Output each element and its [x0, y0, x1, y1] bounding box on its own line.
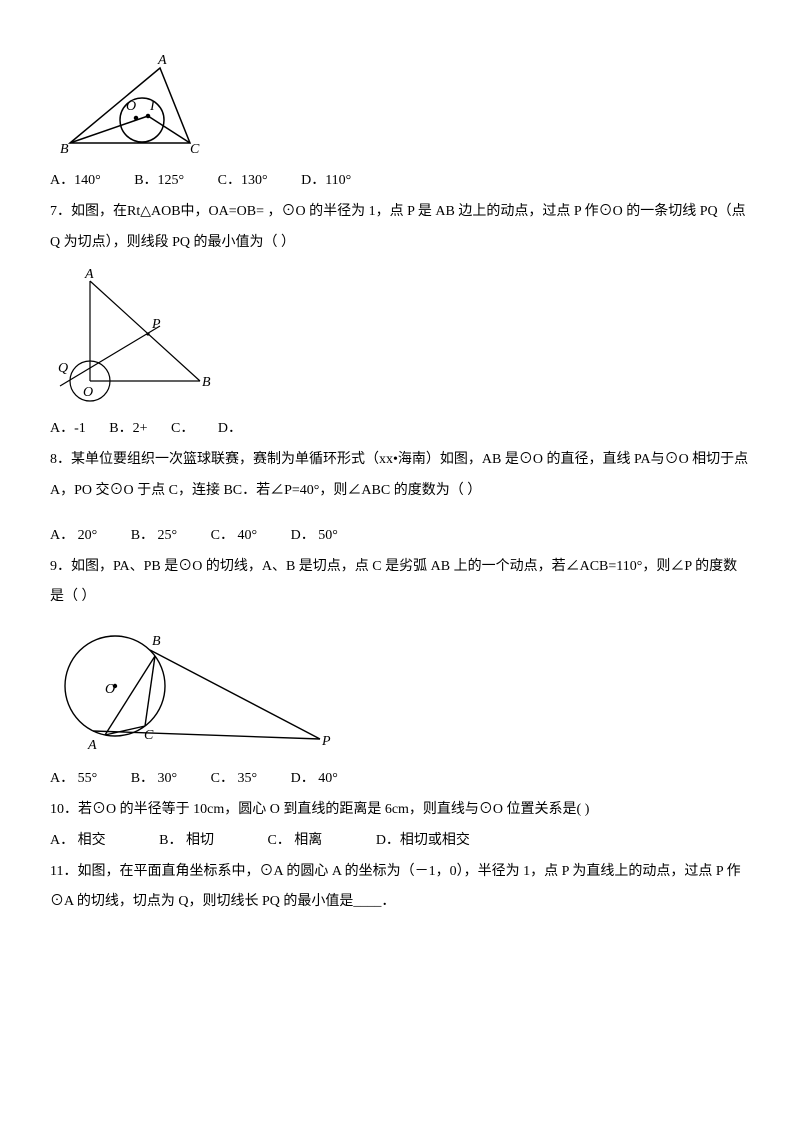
q7-option-A: A．-1: [50, 414, 86, 445]
q10-option-A: A． 相交: [50, 826, 106, 857]
label-C: C: [190, 142, 200, 157]
q10-text: 10．若⊙O 的半径等于 10cm，圆心 O 到直线的距离是 6cm，则直线与⊙…: [50, 795, 750, 826]
label-O9: O: [105, 682, 115, 697]
q11-text: 11．如图，在平面直角坐标系中，⊙A 的圆心 A 的坐标为（－1，0），半径为 …: [50, 857, 750, 919]
figure-q9: A B C O P: [50, 621, 750, 756]
q8-option-A: A． 20°: [50, 521, 97, 552]
q9-text: 9．如图，PA、PB 是⊙O 的切线，A、B 是切点，点 C 是劣弧 AB 上的…: [50, 552, 750, 614]
label-C9: C: [144, 728, 154, 743]
label-A: A: [157, 53, 167, 68]
q9-option-A: A． 55°: [50, 764, 97, 795]
q6-option-C: C．130°: [218, 166, 268, 197]
q9-option-D: D． 40°: [291, 764, 338, 795]
q6-option-A: A．140°: [50, 166, 101, 197]
label-O: O: [126, 99, 136, 114]
label-B: B: [60, 142, 69, 157]
q9-option-B: B． 30°: [131, 764, 177, 795]
label-B9: B: [152, 634, 161, 649]
label-Q7: Q: [58, 361, 68, 376]
q6-option-D: D．110°: [301, 166, 351, 197]
q9-option-C: C． 35°: [211, 764, 257, 795]
q8-option-B: B． 25°: [131, 521, 177, 552]
q8-option-D: D． 50°: [291, 521, 338, 552]
q8-options: A． 20° B． 25° C． 40° D． 50°: [50, 521, 750, 552]
q7-options: A．-1 B．2+ C． D．: [50, 414, 750, 445]
label-B7: B: [202, 375, 211, 390]
q10-option-B: B． 相切: [159, 826, 214, 857]
q8-spacer: [50, 507, 750, 521]
q8-option-C: C． 40°: [211, 521, 257, 552]
q10-options: A． 相交 B． 相切 C． 相离 D．相切或相交: [50, 826, 750, 857]
figure-q7: A B O P Q: [50, 266, 750, 406]
q6-options: A．140° B．125° C．130° D．110°: [50, 166, 750, 197]
q7-option-C: C．: [171, 414, 194, 445]
q10-option-D: D．相切或相交: [376, 826, 470, 857]
q6-option-B: B．125°: [134, 166, 184, 197]
label-P7: P: [151, 317, 161, 332]
label-A9: A: [87, 738, 97, 753]
q7-text: 7．如图，在Rt△AOB中，OA=OB= ，⊙O 的半径为 1，点 P 是 AB…: [50, 197, 750, 259]
figure-q6: A B C O I: [50, 48, 750, 158]
label-I: I: [149, 99, 156, 114]
q10-option-C: C． 相离: [267, 826, 322, 857]
q9-options: A． 55° B． 30° C． 35° D． 40°: [50, 764, 750, 795]
q7-option-D: D．: [218, 414, 242, 445]
label-P9: P: [321, 734, 331, 749]
label-A7: A: [84, 267, 94, 282]
q7-option-B: B．2+: [109, 414, 147, 445]
q8-line1: 8．某单位要组织一次篮球联赛，赛制为单循环形式（xx•海南）如图，AB 是⊙O …: [50, 445, 750, 507]
label-O7: O: [83, 385, 93, 400]
